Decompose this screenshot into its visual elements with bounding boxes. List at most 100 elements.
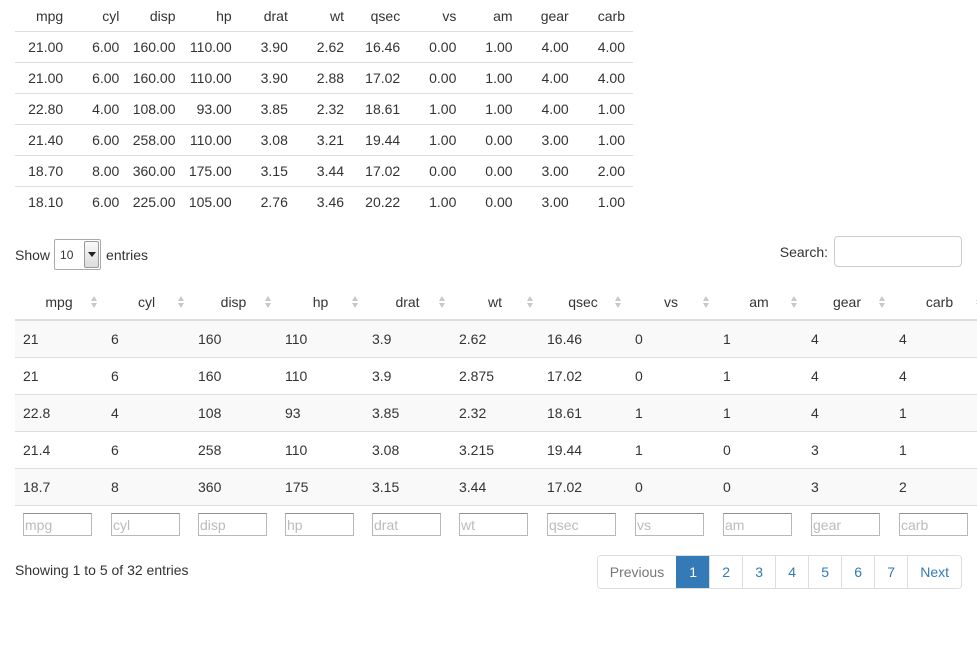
filter-input-am[interactable] — [723, 513, 792, 537]
sort-icon — [703, 295, 709, 308]
table-cell: 0 — [715, 468, 803, 506]
column-header-wt[interactable]: wt — [451, 284, 539, 321]
page-button-5[interactable]: 5 — [808, 556, 842, 588]
summary-header-cell: gear — [520, 0, 577, 32]
column-header-am[interactable]: am — [715, 284, 803, 321]
table-cell: 0 — [627, 357, 715, 395]
filter-input-hp[interactable] — [285, 513, 354, 537]
datatable-container: mpg cyl disp hp drat wt qsec vs am gear carb 21 6 16… — [15, 284, 977, 544]
page-button-2[interactable]: 2 — [709, 556, 743, 588]
table-cell: 6 — [103, 431, 190, 469]
column-header-cyl[interactable]: cyl — [103, 284, 190, 321]
search-input[interactable] — [834, 236, 962, 267]
filter-input-cyl[interactable] — [111, 513, 180, 537]
filter-input-vs[interactable] — [635, 513, 704, 537]
table-cell: 93 — [277, 394, 364, 432]
summary-cell: 4.00 — [520, 31, 577, 63]
filter-input-disp[interactable] — [198, 513, 267, 537]
summary-cell: 0.00 — [464, 124, 521, 156]
summary-cell: 0.00 — [408, 31, 465, 63]
filter-input-drat[interactable] — [372, 513, 441, 537]
summary-cell: 21.00 — [15, 62, 72, 94]
table-cell: 2 — [891, 468, 977, 506]
table-cell: 3.9 — [364, 357, 451, 395]
column-header-vs[interactable]: vs — [627, 284, 715, 321]
table-cell: 1 — [627, 431, 715, 469]
filter-input-qsec[interactable] — [547, 513, 616, 537]
summary-cell: 1.00 — [429, 194, 457, 210]
filter-input-mpg[interactable] — [23, 513, 92, 537]
table-cell: 1 — [891, 394, 977, 432]
column-header-label: mpg — [45, 293, 73, 310]
summary-cell: 110.00 — [183, 62, 240, 94]
table-cell: 258 — [190, 431, 277, 469]
column-header-drat[interactable]: drat — [364, 284, 451, 321]
filter-cell — [190, 505, 277, 544]
filter-cell — [277, 505, 364, 544]
chevron-down-icon[interactable] — [84, 241, 100, 268]
column-header-disp[interactable]: disp — [190, 284, 277, 321]
page-length-value: 10 — [60, 247, 74, 262]
table-cell: 8 — [103, 468, 190, 506]
table-cell: 3 — [803, 468, 891, 506]
filter-input-gear[interactable] — [811, 513, 880, 537]
summary-cell: 3.46 — [316, 194, 345, 210]
summary-cell: 19.44 — [352, 124, 409, 156]
table-cell: 4 — [103, 394, 190, 432]
summary-cell: 4.00 — [520, 62, 577, 94]
summary-header-cell: qsec — [352, 0, 409, 32]
filter-row — [15, 505, 977, 544]
filter-input-carb[interactable] — [899, 513, 968, 537]
summary-cell: 93.00 — [183, 93, 240, 125]
filter-cell — [803, 505, 891, 544]
summary-cell: 1.00 — [576, 93, 633, 125]
previous-button[interactable]: Previous — [597, 556, 677, 588]
table-cell: 16.46 — [539, 320, 627, 358]
table-cell: 3.85 — [364, 394, 451, 432]
column-header-gear[interactable]: gear — [803, 284, 891, 321]
summary-table: mpg cyl disp hp drat wt qsec vs am gear … — [15, 0, 633, 217]
column-header-label: disp — [220, 293, 247, 310]
page-length-select[interactable]: 10 — [54, 239, 102, 270]
table-cell: 3.9 — [364, 320, 451, 358]
table-cell: 110 — [277, 357, 364, 395]
search-label: Search: — [779, 243, 828, 260]
table-cell: 6 — [103, 357, 190, 395]
search-control: Search: — [780, 236, 962, 267]
page-button-7[interactable]: 7 — [874, 556, 908, 588]
entries-label: entries — [106, 246, 149, 263]
sort-icon — [527, 295, 533, 308]
table-info: Showing 1 to 5 of 32 entries — [15, 562, 189, 578]
table-cell: 4 — [891, 357, 977, 395]
page-button-4[interactable]: 4 — [775, 556, 809, 588]
filter-cell — [451, 505, 539, 544]
summary-cell: 2.32 — [295, 93, 353, 125]
column-header-mpg[interactable]: mpg — [15, 284, 103, 321]
page-button-1[interactable]: 1 — [676, 556, 710, 588]
table-cell: 22.8 — [15, 394, 103, 432]
summary-header-cell: am — [464, 0, 521, 32]
summary-cell: 0.00 — [485, 194, 513, 210]
table-cell: 3.44 — [451, 468, 539, 506]
column-header-label: hp — [312, 293, 329, 310]
table-cell: 0 — [715, 431, 803, 469]
summary-cell: 2.88 — [295, 62, 353, 94]
column-header-label: drat — [395, 293, 420, 310]
summary-header-cell: wt — [295, 0, 353, 32]
column-header-hp[interactable]: hp — [277, 284, 364, 321]
summary-cell: 22.80 — [15, 93, 72, 125]
table-cell: 21 — [15, 320, 103, 358]
summary-header-cell: cyl — [71, 0, 128, 32]
column-header-label: vs — [664, 293, 678, 310]
filter-input-wt[interactable] — [459, 513, 528, 537]
table-cell: 3 — [803, 431, 891, 469]
table-cell: 1 — [891, 431, 977, 469]
next-button[interactable]: Next — [907, 556, 961, 588]
summary-cell: 4.00 — [576, 62, 633, 94]
page-button-3[interactable]: 3 — [742, 556, 776, 588]
summary-cell: 8.00 — [71, 155, 128, 187]
column-header-qsec[interactable]: qsec — [539, 284, 627, 321]
column-header-carb[interactable]: carb — [891, 284, 977, 321]
table-cell: 1 — [715, 357, 803, 395]
page-button-6[interactable]: 6 — [841, 556, 875, 588]
